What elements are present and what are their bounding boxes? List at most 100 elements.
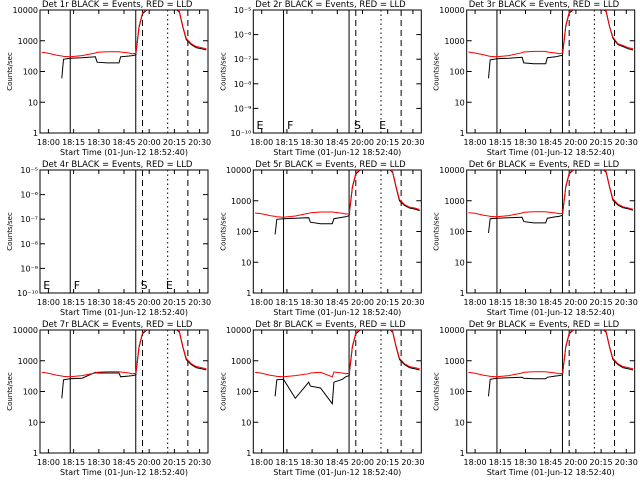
plot-area	[41, 330, 207, 453]
y-axis-label: Counts/sec	[433, 372, 441, 411]
x-tick-label: 18:30	[514, 298, 537, 307]
y-tick-label: 10	[455, 418, 465, 427]
y-tick-label: 10000	[439, 166, 464, 175]
x-tick-label: 20:00	[138, 138, 161, 147]
x-tick-label: 20:15	[376, 138, 399, 147]
x-tick-label: 18:15	[62, 298, 85, 307]
x-tick-label: 18:15	[489, 138, 512, 147]
y-tick-label: 10⁻⁷	[20, 215, 38, 224]
series-line	[468, 170, 634, 218]
x-axis-label: Start Time (01-Jun-12 18:52:40)	[60, 148, 188, 157]
chart-title: Det 5r BLACK = Events, RED = LLD	[255, 160, 406, 170]
x-tick-label: 18:00	[464, 298, 487, 307]
x-tick-label: 20:15	[376, 298, 399, 307]
x-tick-label: 20:30	[615, 138, 638, 147]
x-tick-label: 18:45	[539, 458, 562, 467]
annotation: F	[287, 119, 293, 132]
y-tick-label: 1	[246, 289, 251, 298]
y-tick-label: 10	[28, 98, 38, 107]
y-tick-label: 10000	[439, 6, 464, 15]
y-axis-label: Counts/sec	[219, 372, 227, 411]
y-tick-label: 10	[455, 98, 465, 107]
y-tick-label: 10⁻⁶	[234, 31, 252, 40]
x-tick-label: 20:30	[615, 298, 638, 307]
x-tick-label: 18:15	[275, 458, 298, 467]
chart-title: Det 8r BLACK = Events, RED = LLD	[255, 320, 406, 330]
y-tick-label: 10⁻⁶	[20, 191, 38, 200]
y-tick-label: 10⁻⁸	[234, 80, 252, 89]
series-line	[468, 330, 634, 378]
x-tick-label: 18:45	[326, 458, 349, 467]
y-tick-label: 1	[33, 129, 38, 138]
y-tick-label: 10⁻⁵	[234, 6, 252, 15]
y-tick-label: 1000	[444, 37, 464, 46]
x-tick-label: 18:00	[37, 298, 60, 307]
x-tick-label: 18:30	[87, 138, 110, 147]
x-tick-label: 18:45	[539, 138, 562, 147]
x-tick-label: 18:15	[489, 458, 512, 467]
y-tick-label: 1	[33, 449, 38, 458]
x-tick-label: 18:45	[539, 298, 562, 307]
plot-area	[254, 170, 420, 293]
x-tick-label: 20:30	[188, 298, 211, 307]
chart-title: Det 2r BLACK = Events, RED = LLD	[255, 0, 406, 10]
y-tick-label: 100	[236, 388, 251, 397]
y-tick-label: 1000	[18, 37, 38, 46]
series-line	[254, 330, 420, 378]
y-tick-label: 1	[460, 129, 465, 138]
plot-area	[468, 170, 634, 293]
x-tick-label: 18:15	[62, 458, 85, 467]
plot-area	[41, 10, 207, 133]
y-tick-label: 10000	[439, 326, 464, 335]
y-tick-label: 100	[236, 228, 251, 237]
y-tick-label: 10	[28, 418, 38, 427]
series-line	[41, 330, 207, 378]
y-tick-label: 10⁻⁷	[234, 55, 252, 64]
y-tick-label: 10⁻⁸	[20, 240, 38, 249]
x-tick-label: 18:30	[87, 298, 110, 307]
annotation: S	[141, 279, 148, 292]
x-tick-label: 18:45	[326, 298, 349, 307]
y-tick-label: 1	[246, 449, 251, 458]
series-line	[41, 10, 207, 58]
x-tick-label: 18:45	[326, 138, 349, 147]
y-tick-label: 10	[241, 418, 251, 427]
chart-title: Det 3r BLACK = Events, RED = LLD	[469, 0, 620, 10]
x-tick-label: 20:30	[401, 138, 424, 147]
y-axis-label: Counts/sec	[219, 52, 227, 91]
y-tick-label: 1000	[18, 357, 38, 366]
y-tick-label: 100	[23, 388, 38, 397]
x-tick-label: 20:15	[163, 458, 186, 467]
x-tick-label: 20:30	[188, 138, 211, 147]
x-tick-label: 20:15	[590, 298, 613, 307]
x-axis-label: Start Time (01-Jun-12 18:52:40)	[487, 468, 615, 477]
annotation: E	[43, 279, 50, 292]
x-tick-label: 18:15	[275, 298, 298, 307]
x-tick-label: 20:15	[590, 458, 613, 467]
x-tick-label: 20:30	[188, 458, 211, 467]
plot-area	[468, 10, 634, 133]
x-tick-label: 20:30	[615, 458, 638, 467]
y-tick-label: 1000	[444, 197, 464, 206]
x-tick-label: 18:00	[37, 138, 60, 147]
x-tick-label: 20:00	[564, 138, 587, 147]
x-tick-label: 20:15	[376, 458, 399, 467]
y-tick-label: 100	[449, 68, 464, 77]
y-tick-label: 1	[460, 289, 465, 298]
y-axis-label: Counts/sec	[219, 212, 227, 251]
y-axis-label: Counts/sec	[6, 372, 14, 411]
x-axis-label: Start Time (01-Jun-12 18:52:40)	[487, 148, 615, 157]
x-tick-label: 18:30	[301, 458, 324, 467]
x-tick-label: 20:30	[401, 298, 424, 307]
annotation: E	[379, 119, 386, 132]
plot-area	[283, 10, 402, 133]
plot-area	[254, 330, 420, 453]
panel: Det 9r BLACK = Events, RED = LLD Counts/s…	[433, 320, 638, 477]
y-axis-label: Counts/sec	[6, 52, 14, 91]
y-tick-label: 100	[23, 68, 38, 77]
y-tick-label: 10	[455, 258, 465, 267]
x-tick-label: 18:15	[275, 138, 298, 147]
chart-title: Det 1r BLACK = Events, RED = LLD	[42, 0, 193, 10]
panel: Det 3r BLACK = Events, RED = LLD Counts/s…	[433, 0, 638, 157]
x-tick-label: 18:00	[250, 458, 273, 467]
